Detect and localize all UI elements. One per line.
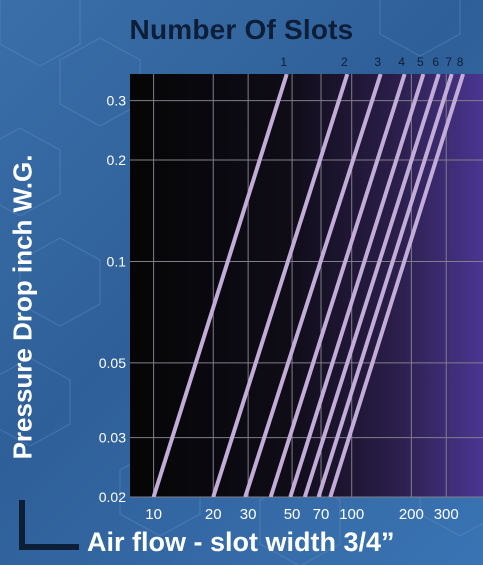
series-label-7: 7 (445, 55, 452, 69)
series-label-1: 1 (280, 55, 287, 69)
grid-lines (130, 74, 483, 498)
chart-title: Number Of Slots (129, 14, 354, 45)
series-line-1 (151, 74, 289, 497)
series-label-6: 6 (432, 55, 439, 69)
series-label-3: 3 (374, 55, 381, 69)
y-tick-label-2: 0.05 (99, 355, 126, 371)
series-label-8: 8 (457, 55, 464, 69)
x-tick-label-6: 200 (399, 506, 424, 523)
series-lines (151, 74, 466, 497)
series-line-7 (316, 74, 454, 497)
series-line-3 (243, 74, 383, 497)
y-tick-label-3: 0.1 (107, 253, 127, 269)
x-tick-label-5: 100 (339, 506, 364, 523)
series-line-8 (328, 74, 466, 497)
x-tick-label-3: 50 (284, 506, 301, 523)
x-tick-label-1: 20 (205, 506, 222, 523)
x-tick-label-7: 300 (434, 506, 459, 523)
axis-bracket-horizontal (19, 544, 79, 550)
series-line-6 (302, 74, 441, 497)
y-tick-label-5: 0.3 (107, 93, 127, 109)
x-tick-label-2: 30 (240, 506, 257, 523)
y-tick-label-0: 0.02 (99, 489, 126, 505)
x-tick-label-4: 70 (313, 506, 330, 523)
axis-bracket-vertical (19, 500, 25, 550)
series-label-2: 2 (341, 55, 348, 69)
x-tick-labels: 10 20 30 50 70 100 200 300 (145, 506, 458, 523)
x-tick-label-0: 10 (145, 506, 162, 523)
x-axis-label: Air flow - slot width 3/4” (87, 527, 395, 557)
y-tick-label-1: 0.03 (99, 430, 126, 446)
series-label-5: 5 (417, 55, 424, 69)
series-line-2 (211, 74, 350, 497)
plot-area (130, 74, 483, 497)
series-line-4 (268, 74, 407, 497)
y-tick-label-4: 0.2 (107, 152, 127, 168)
series-label-4: 4 (398, 55, 405, 69)
series-line-5 (288, 74, 426, 497)
y-tick-labels: 0.02 0.03 0.05 0.1 0.2 0.3 (99, 93, 126, 505)
